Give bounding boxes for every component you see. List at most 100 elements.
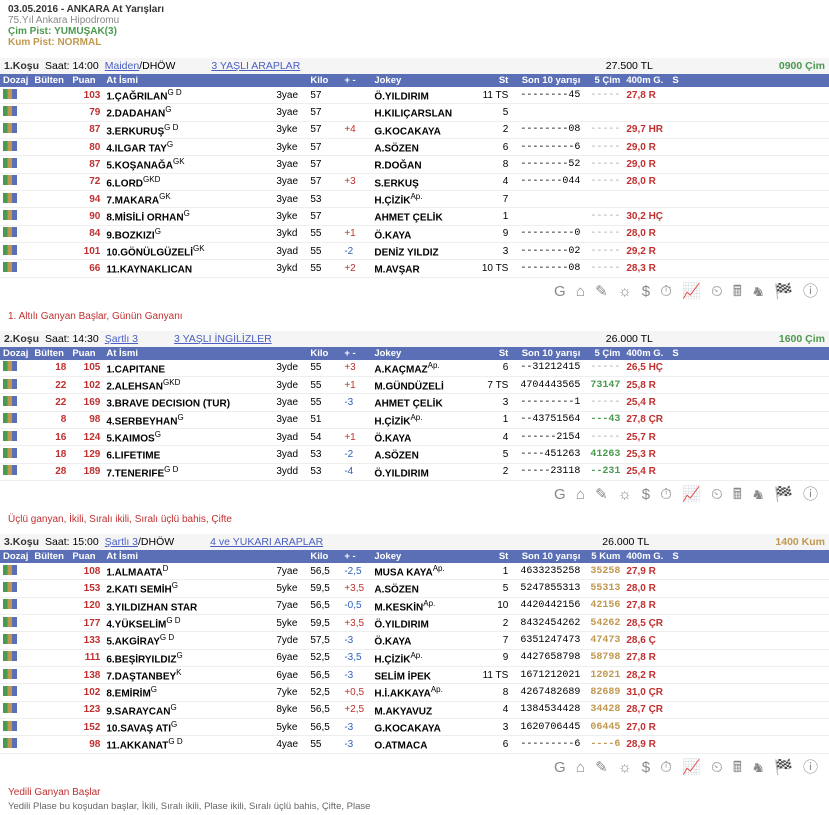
horse-name[interactable]: 1.CAPITANE — [103, 360, 273, 377]
col-jo[interactable]: Jokey — [371, 550, 477, 563]
horse-name[interactable]: 3.BRAVE DECISION (TUR) — [103, 394, 273, 411]
dozaj-icon[interactable] — [3, 565, 17, 575]
jokey-name[interactable]: SELİM İPEK — [371, 666, 477, 683]
col-at[interactable]: At İsmi — [103, 347, 273, 360]
col-4g[interactable]: 400m G. — [623, 347, 669, 360]
horse-name[interactable]: 2.ALEHSANGKD — [103, 376, 273, 393]
col-s[interactable]: S — [669, 550, 829, 563]
horse-name[interactable]: 2.KATI SEMİHG — [103, 580, 273, 597]
col-s10[interactable]: Son 10 yarışı — [511, 550, 583, 563]
col-pu[interactable]: Puan — [69, 347, 103, 360]
jokey-name[interactable]: Ö.YILDIRIM — [371, 463, 477, 480]
col-jo[interactable]: Jokey — [371, 347, 477, 360]
jokey-name[interactable]: R.DOĞAN — [371, 156, 477, 173]
jokey-name[interactable]: MUSA KAYAAp. — [371, 563, 477, 580]
dozaj-icon[interactable] — [3, 686, 17, 696]
col-bul[interactable]: Bülten — [31, 74, 69, 87]
dozaj-icon[interactable] — [3, 703, 17, 713]
race-age-link[interactable]: 3 YAŞLI ARAPLAR — [211, 60, 300, 72]
dozaj-icon[interactable] — [3, 448, 17, 458]
race-age-link[interactable]: 3 YAŞLI İNGİLİZLER — [174, 333, 272, 345]
horse-name[interactable]: 1.ALMAATAD — [103, 563, 273, 580]
jokey-name[interactable]: G.KOCAKAYA — [371, 718, 477, 735]
horse-name[interactable]: 7.MAKARAGK — [103, 190, 273, 207]
horse-name[interactable]: 7.DAŞTANBEYK — [103, 666, 273, 683]
jokey-name[interactable]: Ö.YILDIRIM — [371, 614, 477, 631]
horse-name[interactable]: 7.TENERIFEG D — [103, 463, 273, 480]
dozaj-icon[interactable] — [3, 599, 17, 609]
dozaj-icon[interactable] — [3, 634, 17, 644]
race-type-link[interactable]: Şartlı 3 — [105, 536, 138, 548]
jokey-name[interactable]: S.ERKUŞ — [371, 173, 477, 190]
jokey-name[interactable]: Ö.KAYA — [371, 632, 477, 649]
horse-name[interactable]: 4.ILGAR TAYG — [103, 138, 273, 155]
col-ki[interactable]: Kilo — [307, 347, 341, 360]
col-s10[interactable]: Son 10 yarışı — [511, 74, 583, 87]
horse-name[interactable]: 4.YÜKSELİMG D — [103, 614, 273, 631]
jokey-name[interactable]: H.ÇİZİKAp. — [371, 411, 477, 428]
icon-bar[interactable]: G ⌂ ✎ ☼ $ ⏱ 📈 ⏲ 🖩 ♞ 🏁 ⓘ — [0, 754, 829, 784]
horse-name[interactable]: 10.SAVAŞ ATIG — [103, 718, 273, 735]
jokey-name[interactable]: A.SÖZEN — [371, 446, 477, 463]
col-5c[interactable]: 5 Çim — [583, 74, 623, 87]
jokey-name[interactable]: Ö.KAYA — [371, 428, 477, 445]
jokey-name[interactable]: Ö.YILDIRIM — [371, 87, 477, 104]
jokey-name[interactable]: O.ATMACA — [371, 736, 477, 753]
dozaj-icon[interactable] — [3, 413, 17, 423]
col-jo[interactable]: Jokey — [371, 74, 477, 87]
col-s10[interactable]: Son 10 yarışı — [511, 347, 583, 360]
race-type-link[interactable]: Şartlı 3 — [105, 333, 138, 345]
col-st[interactable]: St — [477, 347, 511, 360]
jokey-name[interactable]: AHMET ÇELİK — [371, 208, 477, 225]
col-5c[interactable]: 5 Çim — [583, 347, 623, 360]
col-4g[interactable]: 400m G. — [623, 74, 669, 87]
horse-name[interactable]: 6.BEŞİRYILDIZG — [103, 649, 273, 666]
horse-name[interactable]: 8.EMİRİMG — [103, 684, 273, 701]
dozaj-icon[interactable] — [3, 245, 17, 255]
horse-name[interactable]: 2.DADAHANG — [103, 104, 273, 121]
col-pm[interactable]: + - — [341, 550, 371, 563]
jokey-name[interactable]: H.KILIÇARSLAN — [371, 104, 477, 121]
dozaj-icon[interactable] — [3, 721, 17, 731]
jokey-name[interactable]: M.AVŞAR — [371, 260, 477, 277]
jokey-name[interactable]: H.ÇİZİKAp. — [371, 649, 477, 666]
dozaj-icon[interactable] — [3, 669, 17, 679]
horse-name[interactable]: 8.MİSİLİ ORHANG — [103, 208, 273, 225]
jokey-name[interactable]: A.SÖZEN — [371, 580, 477, 597]
jokey-name[interactable]: M.AKYAVUZ — [371, 701, 477, 718]
horse-name[interactable]: 4.SERBEYHANG — [103, 411, 273, 428]
horse-name[interactable]: 11.KAYNAKLICAN — [103, 260, 273, 277]
col-ki[interactable]: Kilo — [307, 550, 341, 563]
dozaj-icon[interactable] — [3, 123, 17, 133]
col-st[interactable]: St — [477, 74, 511, 87]
col-doz[interactable]: Dozaj — [0, 550, 31, 563]
col-doz[interactable]: Dozaj — [0, 74, 31, 87]
horse-name[interactable]: 6.LIFETIME — [103, 446, 273, 463]
jokey-name[interactable]: G.KOCAKAYA — [371, 121, 477, 138]
col-5c[interactable]: 5 Kum — [583, 550, 623, 563]
dozaj-icon[interactable] — [3, 262, 17, 272]
dozaj-icon[interactable] — [3, 210, 17, 220]
jokey-name[interactable]: Ö.KAYA — [371, 225, 477, 242]
dozaj-icon[interactable] — [3, 431, 17, 441]
dozaj-icon[interactable] — [3, 738, 17, 748]
col-s[interactable]: S — [669, 347, 829, 360]
dozaj-icon[interactable] — [3, 465, 17, 475]
col-at[interactable]: At İsmi — [103, 550, 273, 563]
jokey-name[interactable]: DENİZ YILDIZ — [371, 242, 477, 259]
dozaj-icon[interactable] — [3, 651, 17, 661]
col-bul[interactable]: Bülten — [31, 347, 69, 360]
dozaj-icon[interactable] — [3, 141, 17, 151]
dozaj-icon[interactable] — [3, 106, 17, 116]
icon-bar[interactable]: G ⌂ ✎ ☼ $ ⏱ 📈 ⏲ 🖩 ♞ 🏁 ⓘ — [0, 481, 829, 511]
col-pu[interactable]: Puan — [69, 74, 103, 87]
horse-name[interactable]: 11.AKKANATG D — [103, 736, 273, 753]
horse-name[interactable]: 1.ÇAĞRILANG D — [103, 87, 273, 104]
col-4g[interactable]: 400m G. — [623, 550, 669, 563]
horse-name[interactable]: 3.ERKURUŞG D — [103, 121, 273, 138]
horse-name[interactable]: 3.YILDIZHAN STAR — [103, 597, 273, 614]
horse-name[interactable]: 5.KOŞANAĞAGK — [103, 156, 273, 173]
dozaj-icon[interactable] — [3, 361, 17, 371]
jokey-name[interactable]: M.KESKİNAp. — [371, 597, 477, 614]
col-pm[interactable]: + - — [341, 74, 371, 87]
